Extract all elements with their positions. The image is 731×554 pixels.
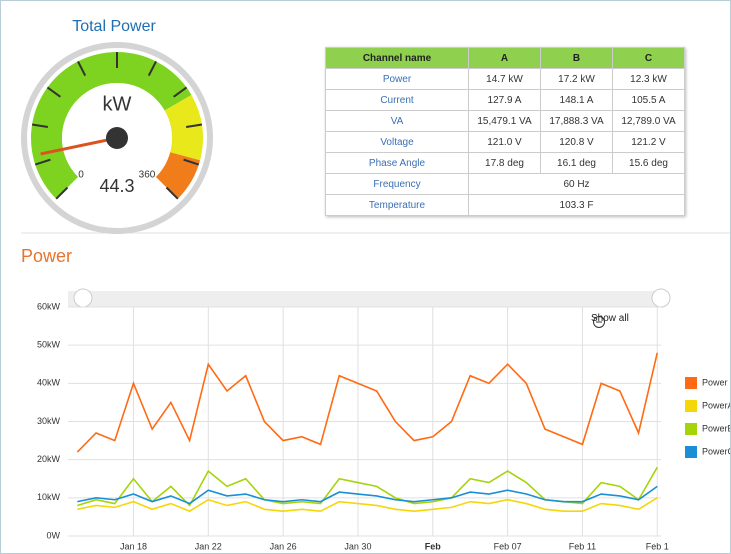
label-cell: VA [325,110,469,132]
table-row: Phase Angle 17.8 deg 16.1 deg 15.6 deg [325,152,685,174]
table-row: Voltage 121.0 V 120.8 V 121.2 V [325,131,685,153]
gauge-tick [147,60,157,77]
legend-swatch [685,400,697,412]
series-line [77,497,658,513]
label-cell: Temperature [325,194,469,216]
x-tick-label: Jan 18 [120,541,147,551]
header-cell: Channel name [325,47,469,69]
value-cell: 103.3 F [468,194,685,216]
gauge-tick [34,158,51,166]
legend-label: PowerA [702,400,730,410]
label-cell: Frequency [325,173,469,195]
y-tick-label: 50kW [37,340,61,350]
value-cell: 120.8 V [540,131,613,153]
value-cell: 105.5 A [612,89,685,111]
range-slider[interactable] [68,291,661,307]
y-tick-label: 30kW [37,416,61,426]
gauge-min: 0 [78,170,84,181]
header-cell: A [468,47,541,69]
gauge-tick [31,123,49,129]
gauge-tick [185,123,203,129]
y-tick-label: 0W [47,530,61,540]
gauge-title: Total Power [72,18,156,35]
value-cell: 148.1 A [540,89,613,111]
value-cell: 14.7 kW [468,68,541,90]
value-cell: 15.6 deg [612,152,685,174]
x-tick-label: Jan 26 [270,541,297,551]
show-all-button[interactable]: Show all [591,313,629,324]
value-cell: 127.9 A [468,89,541,111]
header-cell: C [612,47,685,69]
table-row: Power 14.7 kW 17.2 kW 12.3 kW [325,68,685,90]
gauge-max: 360 [139,170,156,181]
gauge-tick [55,186,69,200]
value-cell: 12,789.0 VA [612,110,685,132]
gauge-tick [77,60,87,77]
legend-label: Power [702,377,728,387]
y-tick-label: 10kW [37,492,61,502]
table-header-row: Channel name A B C [325,47,685,69]
zoom-icon [593,316,605,328]
label-cell: Phase Angle [325,152,469,174]
series-line [76,352,659,453]
x-tick-label: Jan 30 [344,541,371,551]
label-cell: Voltage [325,131,469,153]
slider-handle[interactable] [651,288,671,308]
gauge-tick [173,86,188,98]
value-cell: 16.1 deg [540,152,613,174]
table-row: VA 15,479.1 VA 17,888.3 VA 12,789.0 VA [325,110,685,132]
gauge-hub [106,127,128,149]
table-row: Current 127.9 A 148.1 A 105.5 A [325,89,685,111]
gauge-unit: kW [103,93,132,115]
channel-table: Channel name A B C Power 14.7 kW 17.2 kW 12.3 k… [325,47,685,216]
legend-swatch [685,423,697,435]
x-tick-label: Jan 22 [195,541,222,551]
y-tick-label: 40kW [37,378,61,388]
legend-swatch [685,446,697,458]
value-cell: 15,479.1 VA [468,110,541,132]
section-title: Power [21,246,72,266]
gauge-tick [183,158,200,166]
value-cell: 17.2 kW [540,68,613,90]
gauge-needle [40,136,118,156]
x-tick-label: Feb [425,541,442,551]
value-cell: 121.0 V [468,131,541,153]
y-tick-label: 20kW [37,454,61,464]
slider-handle[interactable] [73,288,93,308]
gauge-tick [165,186,179,200]
gauge-band [164,95,203,161]
gauge-value: 44.3 [99,176,134,196]
value-cell: 17.8 deg [468,152,541,174]
table-row: Frequency 60 Hz [325,173,685,195]
gauge-tick [46,86,61,98]
value-cell: 60 Hz [468,173,685,195]
x-tick-label: Feb 11 [569,541,596,551]
label-cell: Current [325,89,469,111]
value-cell: 12.3 kW [612,68,685,90]
value-cell: 17,888.3 VA [540,110,613,132]
header-cell: B [540,47,613,69]
table-row: Temperature 103.3 F [325,194,685,216]
label-cell: Power [325,68,469,90]
y-tick-label: 60kW [37,301,61,311]
gauge-band [31,52,192,199]
x-tick-label: Feb 07 [494,541,522,551]
series-line [77,485,658,505]
series-line [77,466,658,507]
x-tick-label: Feb 1 [646,541,669,551]
legend-label: PowerC [702,446,730,456]
legend-swatch [685,377,697,389]
value-cell: 121.2 V [612,131,685,153]
legend-label: PowerB [702,423,730,433]
